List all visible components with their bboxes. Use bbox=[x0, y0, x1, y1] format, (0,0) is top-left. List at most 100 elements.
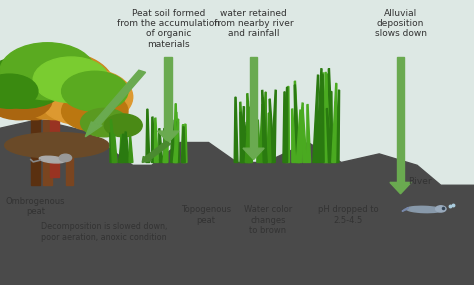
Polygon shape bbox=[243, 148, 264, 160]
Polygon shape bbox=[246, 94, 252, 162]
Polygon shape bbox=[43, 120, 52, 185]
Polygon shape bbox=[151, 117, 155, 162]
Polygon shape bbox=[332, 84, 337, 162]
Polygon shape bbox=[119, 135, 123, 162]
Polygon shape bbox=[264, 105, 267, 162]
Polygon shape bbox=[145, 141, 171, 160]
Text: River: River bbox=[408, 177, 431, 186]
Polygon shape bbox=[173, 119, 179, 162]
Polygon shape bbox=[250, 57, 257, 148]
Circle shape bbox=[59, 154, 72, 162]
Text: Decomposition is slowed down,
poor aeration, anoxic condition: Decomposition is slowed down, poor aerat… bbox=[41, 222, 167, 242]
Polygon shape bbox=[85, 122, 102, 137]
Polygon shape bbox=[164, 112, 169, 162]
Polygon shape bbox=[263, 92, 266, 162]
Circle shape bbox=[0, 51, 114, 120]
Polygon shape bbox=[182, 125, 185, 162]
Polygon shape bbox=[182, 130, 186, 162]
Polygon shape bbox=[182, 127, 185, 162]
Polygon shape bbox=[313, 75, 319, 162]
Polygon shape bbox=[159, 129, 163, 162]
Polygon shape bbox=[397, 57, 404, 182]
Polygon shape bbox=[133, 162, 474, 285]
Polygon shape bbox=[269, 99, 275, 162]
Polygon shape bbox=[240, 102, 244, 162]
Polygon shape bbox=[298, 103, 303, 162]
Polygon shape bbox=[158, 131, 179, 142]
Polygon shape bbox=[329, 91, 333, 162]
Circle shape bbox=[104, 114, 142, 137]
Polygon shape bbox=[294, 81, 300, 162]
Polygon shape bbox=[249, 118, 253, 162]
Polygon shape bbox=[259, 105, 263, 162]
Text: Ombrogenous
peat: Ombrogenous peat bbox=[6, 197, 65, 216]
Polygon shape bbox=[292, 109, 296, 162]
Circle shape bbox=[436, 206, 446, 212]
Polygon shape bbox=[334, 102, 338, 162]
Polygon shape bbox=[284, 87, 288, 162]
Ellipse shape bbox=[407, 206, 442, 213]
Polygon shape bbox=[262, 98, 267, 162]
Polygon shape bbox=[171, 120, 174, 162]
Polygon shape bbox=[0, 120, 474, 285]
Polygon shape bbox=[316, 69, 322, 162]
Polygon shape bbox=[113, 135, 117, 162]
Polygon shape bbox=[283, 92, 287, 162]
Circle shape bbox=[0, 63, 81, 120]
Polygon shape bbox=[50, 114, 59, 177]
Polygon shape bbox=[126, 137, 129, 162]
Polygon shape bbox=[302, 108, 307, 162]
Polygon shape bbox=[173, 104, 177, 162]
Polygon shape bbox=[164, 129, 168, 162]
Polygon shape bbox=[335, 90, 339, 162]
Polygon shape bbox=[324, 74, 328, 162]
Polygon shape bbox=[328, 69, 333, 162]
Polygon shape bbox=[390, 182, 411, 194]
Polygon shape bbox=[110, 133, 114, 162]
Polygon shape bbox=[257, 120, 261, 162]
Polygon shape bbox=[307, 105, 310, 162]
Circle shape bbox=[62, 71, 128, 111]
Circle shape bbox=[81, 108, 128, 137]
Circle shape bbox=[0, 43, 95, 100]
Polygon shape bbox=[129, 136, 133, 162]
Polygon shape bbox=[66, 137, 73, 185]
Polygon shape bbox=[244, 123, 249, 162]
Circle shape bbox=[33, 57, 109, 103]
Ellipse shape bbox=[5, 133, 109, 158]
Polygon shape bbox=[142, 156, 152, 162]
Polygon shape bbox=[286, 87, 290, 162]
Polygon shape bbox=[122, 132, 127, 162]
Ellipse shape bbox=[39, 156, 65, 163]
Circle shape bbox=[62, 91, 128, 131]
Text: pH dropped to
2.5-4.5: pH dropped to 2.5-4.5 bbox=[318, 205, 379, 225]
Polygon shape bbox=[110, 120, 116, 162]
Circle shape bbox=[0, 74, 38, 108]
Text: Peat soil formed
from the accumulation
of organic
materials: Peat soil formed from the accumulation o… bbox=[117, 9, 220, 49]
Polygon shape bbox=[240, 112, 245, 162]
Text: Water color
changes
to brown: Water color changes to brown bbox=[244, 205, 292, 235]
Polygon shape bbox=[322, 73, 327, 162]
Polygon shape bbox=[296, 110, 301, 162]
Polygon shape bbox=[325, 72, 331, 162]
Polygon shape bbox=[402, 207, 409, 211]
Text: water retained
from nearby river
and rainfall: water retained from nearby river and rai… bbox=[214, 9, 293, 38]
Polygon shape bbox=[326, 109, 332, 162]
Polygon shape bbox=[183, 124, 187, 162]
Polygon shape bbox=[294, 85, 299, 162]
Circle shape bbox=[38, 68, 133, 125]
Polygon shape bbox=[271, 90, 276, 162]
Circle shape bbox=[0, 57, 66, 108]
Polygon shape bbox=[93, 70, 146, 125]
Text: Alluvial
deposition
slows down: Alluvial deposition slows down bbox=[374, 9, 427, 38]
Polygon shape bbox=[246, 101, 250, 162]
Polygon shape bbox=[163, 121, 168, 162]
Polygon shape bbox=[164, 57, 172, 131]
Polygon shape bbox=[245, 107, 250, 162]
Polygon shape bbox=[320, 75, 324, 162]
Polygon shape bbox=[175, 122, 179, 162]
Polygon shape bbox=[262, 90, 267, 162]
Polygon shape bbox=[31, 108, 40, 185]
Polygon shape bbox=[175, 112, 179, 162]
Polygon shape bbox=[234, 97, 238, 162]
